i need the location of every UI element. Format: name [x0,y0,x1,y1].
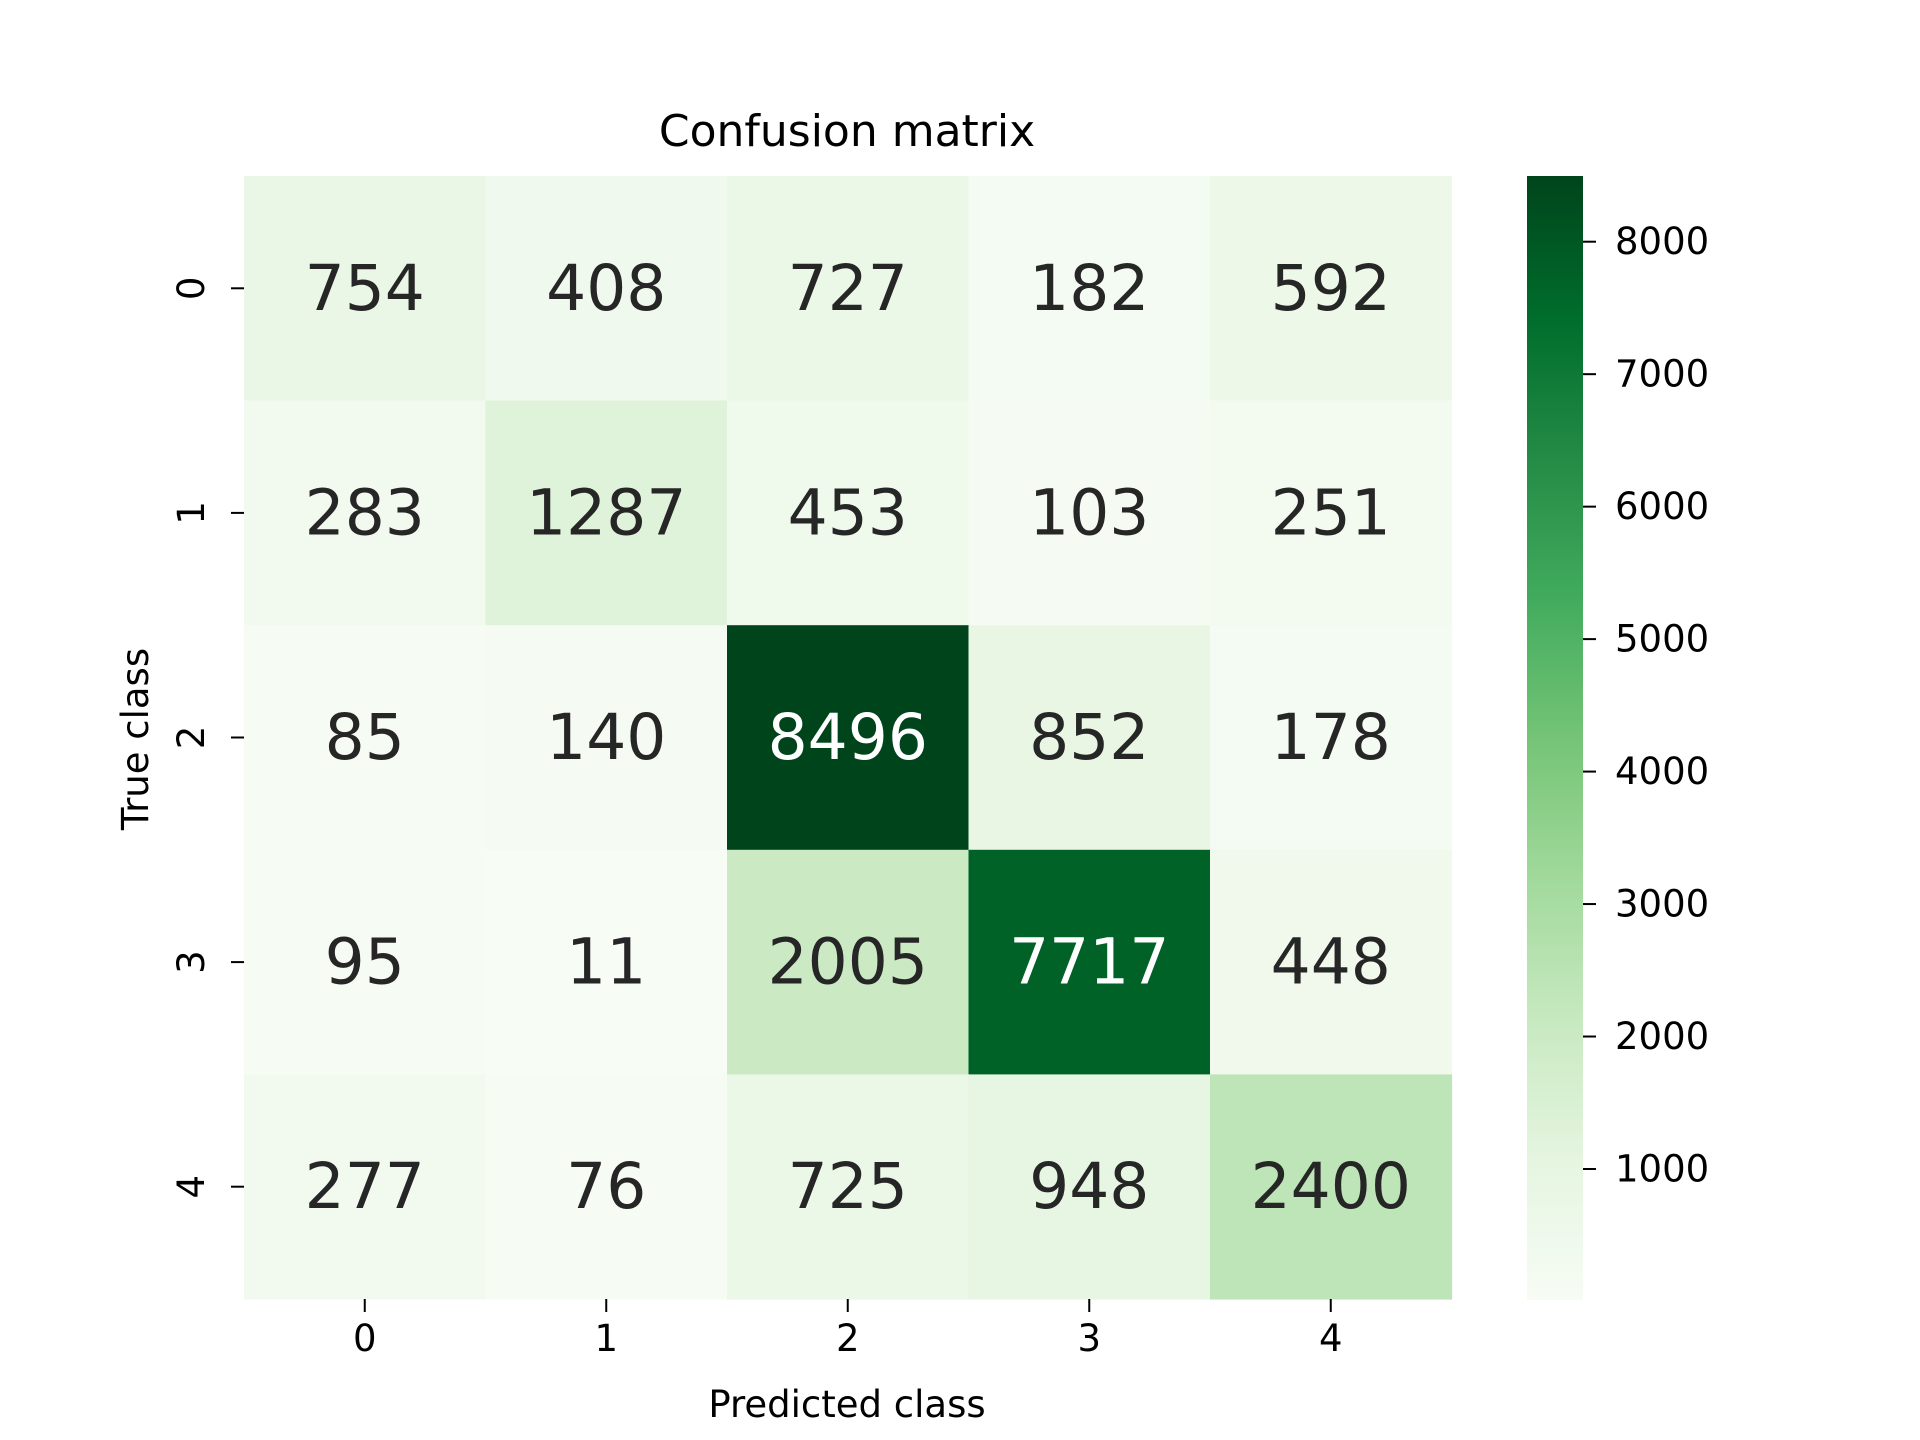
cell-value-label: 448 [1271,926,1391,999]
heatmap-cell [968,1074,1211,1300]
cell-value-label: 283 [305,476,425,549]
colorbar-axis: 1000 2000 3000 4000 5000 6000 7000 8000 [1583,220,1709,1190]
heatmap-cell [485,849,728,1075]
heatmap-cell [727,625,970,851]
cell-value-label: 95 [325,926,405,999]
heatmap-cell [244,400,487,626]
cell-value-label: 11 [566,926,646,999]
colorbar-tick-label: 2000 [1615,1015,1709,1058]
heatmap-cell [244,625,487,851]
heatmap-cell [1210,849,1453,1075]
colorbar-tick-label: 8000 [1615,220,1709,263]
cell-value-label: 7717 [1009,926,1169,999]
x-tick-label: 2 [836,1317,860,1360]
cell-value-label: 725 [788,1150,908,1223]
colorbar-tick-label: 1000 [1615,1147,1709,1190]
heatmap-cell [727,849,970,1075]
heatmap-cell [485,400,728,626]
heatmap-cell [244,849,487,1075]
heatmap-cell [968,176,1211,402]
x-tick-label: 0 [353,1317,377,1360]
colorbar-tick-label: 5000 [1615,618,1709,661]
colorbar-tick-label: 4000 [1615,750,1709,793]
cell-value-label: 8496 [768,701,928,774]
heatmap-cell [1210,176,1453,402]
heatmap-cell [1210,400,1453,626]
cell-value-label: 727 [788,252,908,325]
cell-value-label: 2005 [768,926,928,999]
heatmap-cell [727,400,970,626]
heatmap-cell [485,176,728,402]
y-axis-label: True class [114,648,157,831]
heatmap-cell [968,625,1211,851]
cell-value-label: 251 [1271,476,1391,549]
cell-annotations: 754 408 727 182 592 283 1287 453 103 251 85 140 8496… [305,252,1411,1223]
colorbar-tick-label: 7000 [1615,353,1709,396]
y-axis: 0 1 2 3 4 [170,277,244,1199]
cell-value-label: 408 [546,252,666,325]
heatmap-cell [244,176,487,402]
cell-value-label: 178 [1271,701,1391,774]
heatmap-cell [485,625,728,851]
chart-title: Confusion matrix [659,106,1035,157]
heatmap-cell [1210,1074,1453,1300]
cell-value-label: 852 [1029,701,1149,774]
y-tick-label: 3 [170,950,213,974]
heatmap-cell [1210,625,1453,851]
x-tick-label: 4 [1319,1317,1343,1360]
x-axis-label: Predicted class [708,1383,985,1426]
colorbar [1527,176,1583,1300]
cell-value-label: 140 [546,701,666,774]
heatmap-cell [244,1074,487,1300]
heatmap-cell [968,849,1211,1075]
y-tick-label: 4 [170,1175,213,1199]
cell-value-label: 754 [305,252,425,325]
cell-value-label: 85 [325,701,405,774]
cell-value-label: 592 [1271,252,1391,325]
x-axis: 0 1 2 3 4 [353,1299,1343,1360]
cell-value-label: 76 [566,1150,646,1223]
cell-value-label: 1287 [526,476,686,549]
heatmap-cell [727,176,970,402]
y-tick-label: 0 [170,277,213,301]
y-tick-label: 1 [170,501,213,525]
heatmap-cell [727,1074,970,1300]
cell-value-label: 453 [788,476,908,549]
x-tick-label: 3 [1077,1317,1101,1360]
colorbar-tick-label: 6000 [1615,485,1709,528]
x-tick-label: 1 [594,1317,618,1360]
cell-value-label: 948 [1029,1150,1149,1223]
heatmap-cell [968,400,1211,626]
cell-value-label: 182 [1029,252,1149,325]
y-tick-label: 2 [170,726,213,750]
cell-value-label: 2400 [1251,1150,1411,1223]
colorbar-tick-label: 3000 [1615,883,1709,926]
heatmap-cell [485,1074,728,1300]
cell-value-label: 277 [305,1150,425,1223]
heatmap-cells [244,176,1453,1300]
cell-value-label: 103 [1029,476,1149,549]
